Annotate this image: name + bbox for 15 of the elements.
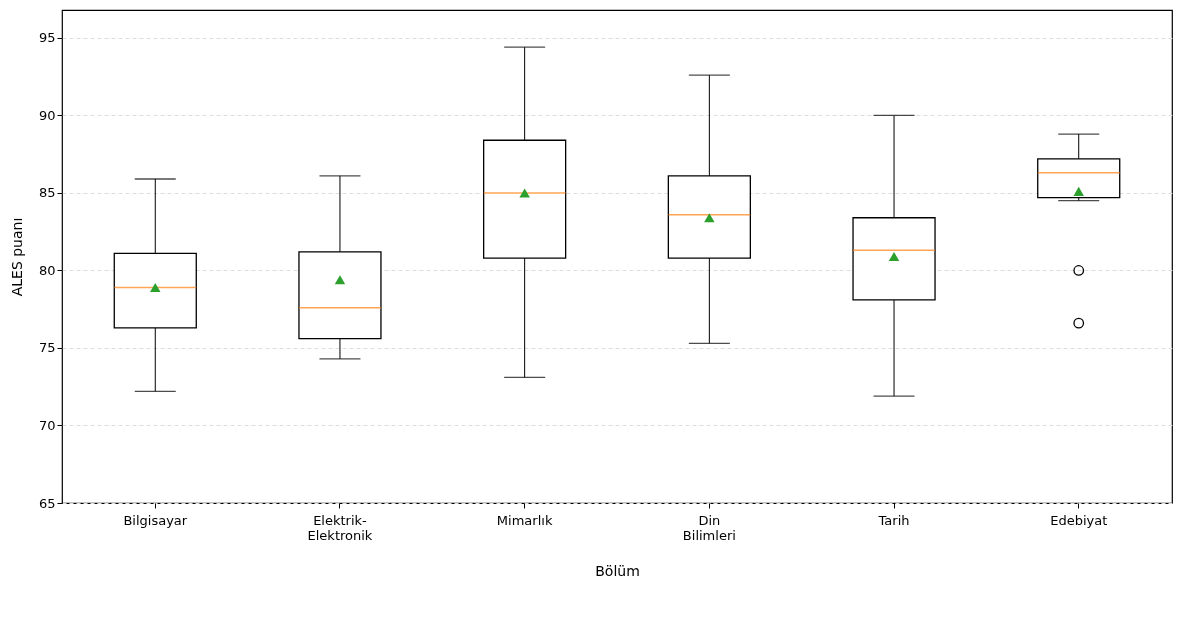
y-tick-label: 85 <box>38 185 56 201</box>
y-tick-label: 90 <box>38 107 56 123</box>
x-tick-label: Elektrik-Elektronik <box>307 512 373 543</box>
y-tick-label: 95 <box>38 30 56 46</box>
x-tick-label: Tarih <box>877 512 910 528</box>
x-axis-title: Bölüm <box>595 562 640 579</box>
y-tick-label: 75 <box>38 340 56 356</box>
y-tick-label: 80 <box>38 262 56 278</box>
y-tick-label: 70 <box>38 417 56 433</box>
x-tick-label: Mimarlık <box>496 512 553 528</box>
x-tick-label: Edebiyat <box>1050 512 1108 528</box>
y-tick-label: 65 <box>38 495 56 511</box>
x-tick-label: Din Bilimleri <box>682 512 736 543</box>
y-axis-title: ALES puanı <box>8 217 25 297</box>
x-tick-label: Bilgisayar <box>123 512 188 528</box>
